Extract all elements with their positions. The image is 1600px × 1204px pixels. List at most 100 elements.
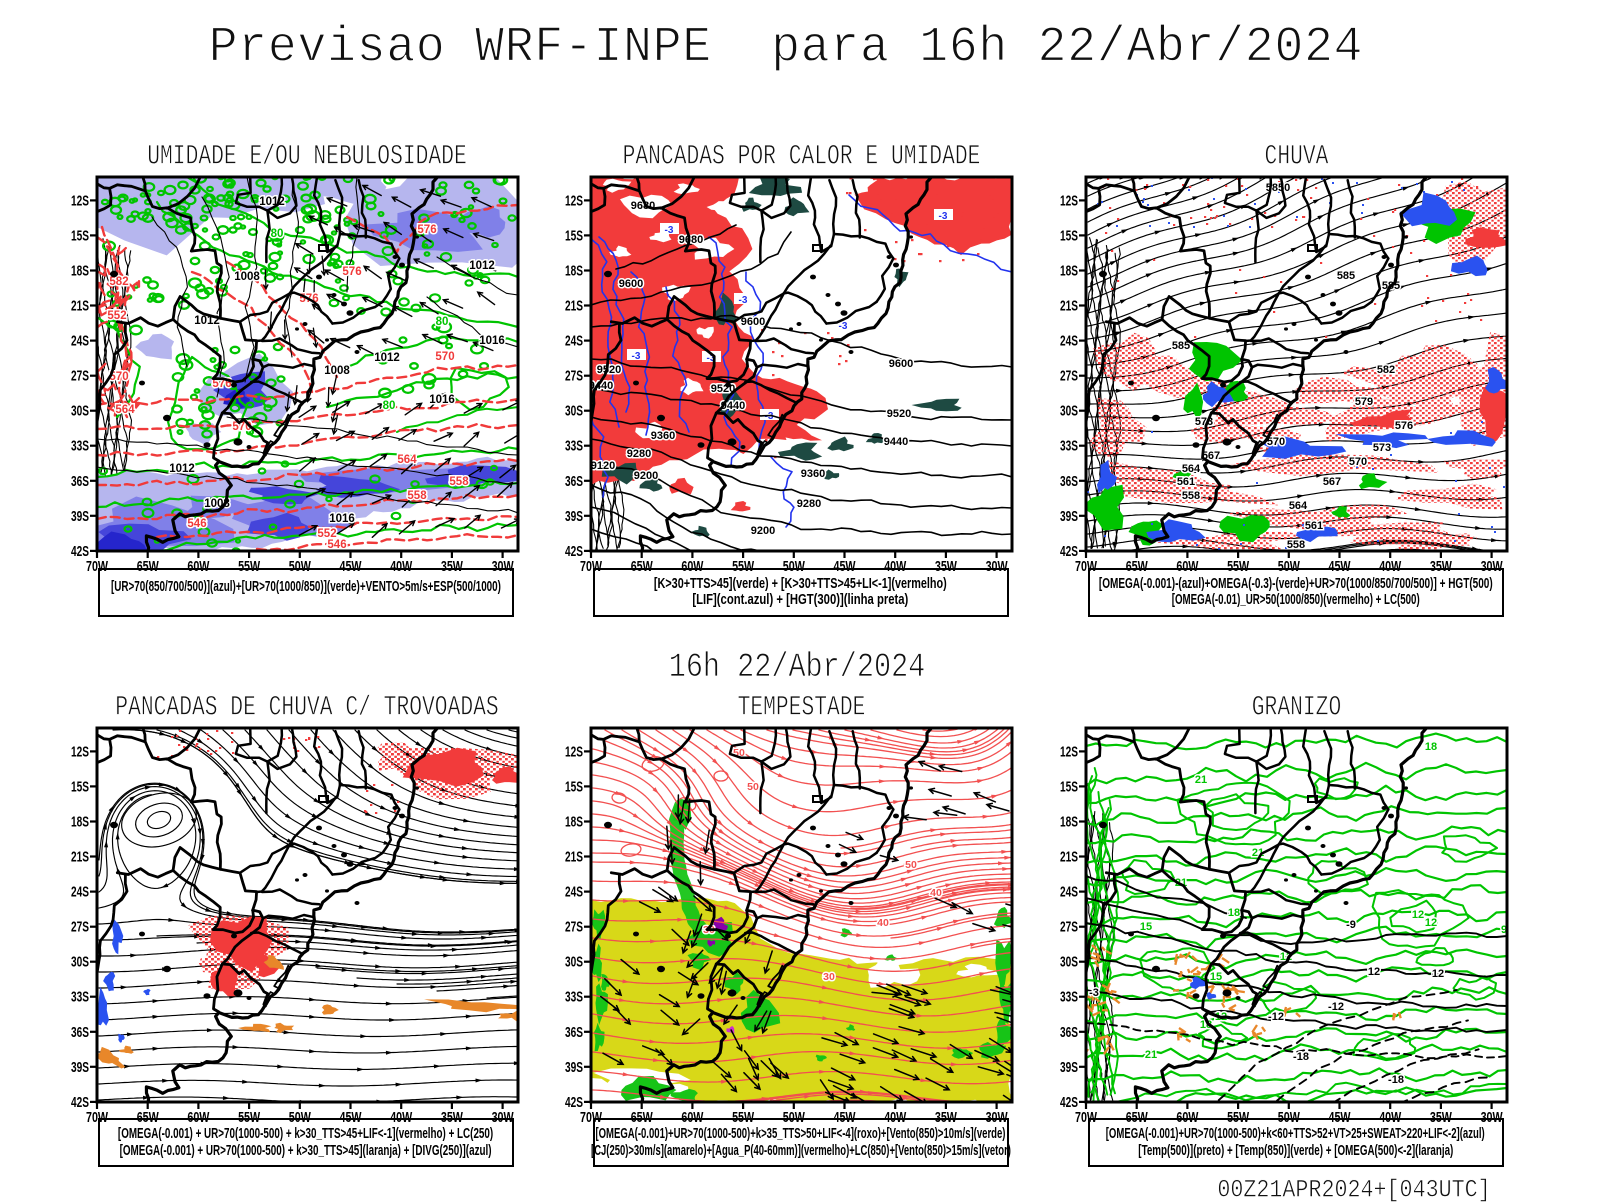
svg-text:9600: 9600 <box>889 358 913 370</box>
svg-text:30W: 30W <box>491 1110 513 1126</box>
svg-text:570: 570 <box>109 371 128 383</box>
svg-text:567: 567 <box>1323 476 1341 488</box>
svg-text:9120: 9120 <box>591 460 615 472</box>
svg-text:9680: 9680 <box>631 200 655 212</box>
svg-text:-3: -3 <box>939 211 948 222</box>
svg-text:21: 21 <box>1195 774 1207 786</box>
svg-text:21S: 21S <box>1060 849 1078 865</box>
svg-text:40: 40 <box>877 917 889 929</box>
svg-text:27S: 27S <box>1060 369 1078 385</box>
svg-text:30S: 30S <box>565 404 583 420</box>
svg-text:30S: 30S <box>71 954 89 970</box>
svg-text:33S: 33S <box>565 439 583 455</box>
svg-text:50: 50 <box>747 781 759 793</box>
svg-text:30W: 30W <box>1481 559 1503 575</box>
svg-text:-3: -3 <box>632 351 641 362</box>
svg-text:60W: 60W <box>681 559 703 575</box>
svg-text:30: 30 <box>823 971 835 983</box>
svg-text:27S: 27S <box>565 369 583 385</box>
svg-text:1012: 1012 <box>169 463 195 475</box>
svg-text:45W: 45W <box>339 559 361 575</box>
svg-text:36S: 36S <box>1060 1024 1078 1040</box>
svg-text:558: 558 <box>449 476 469 488</box>
svg-text:39S: 39S <box>565 509 583 525</box>
svg-text:576: 576 <box>342 266 361 278</box>
svg-text:-3: -3 <box>707 353 716 364</box>
svg-text:570: 570 <box>1349 456 1367 468</box>
svg-text:12S: 12S <box>71 744 89 760</box>
svg-text:55W: 55W <box>238 1110 260 1126</box>
svg-text:45W: 45W <box>834 559 856 575</box>
svg-text:42S: 42S <box>1060 544 1078 560</box>
svg-text:36S: 36S <box>71 474 89 490</box>
svg-text:-18: -18 <box>1388 1074 1404 1086</box>
svg-text:35W: 35W <box>1430 1110 1452 1126</box>
svg-text:-3: -3 <box>665 225 674 236</box>
svg-text:18S: 18S <box>71 264 89 280</box>
svg-text:9520: 9520 <box>597 364 621 376</box>
svg-text:40W: 40W <box>1379 1110 1401 1126</box>
svg-text:50W: 50W <box>1278 1110 1300 1126</box>
svg-text:1016: 1016 <box>479 335 505 347</box>
svg-text:9200: 9200 <box>751 525 775 537</box>
svg-text:582: 582 <box>1377 364 1395 376</box>
svg-text:70W: 70W <box>86 559 108 575</box>
svg-text:60W: 60W <box>187 1110 209 1126</box>
svg-text:12S: 12S <box>1060 744 1078 760</box>
svg-text:39S: 39S <box>71 1059 89 1075</box>
svg-text:80: 80 <box>270 228 283 240</box>
svg-text:70W: 70W <box>1075 559 1097 575</box>
svg-text:21: 21 <box>1145 1049 1157 1061</box>
svg-text:80: 80 <box>382 400 395 412</box>
svg-text:24S: 24S <box>71 334 89 350</box>
svg-text:552: 552 <box>107 310 126 322</box>
svg-text:9200: 9200 <box>634 470 658 482</box>
svg-text:45W: 45W <box>1329 1110 1351 1126</box>
svg-text:50W: 50W <box>783 559 805 575</box>
svg-text:42S: 42S <box>71 1094 89 1110</box>
svg-text:9: 9 <box>1501 924 1507 936</box>
svg-text:60W: 60W <box>1176 1110 1198 1126</box>
svg-text:40W: 40W <box>884 1110 906 1126</box>
svg-text:-3: -3 <box>739 295 748 306</box>
svg-text:21S: 21S <box>71 849 89 865</box>
svg-text:12: 12 <box>1425 917 1437 929</box>
svg-text:12S: 12S <box>565 193 583 209</box>
svg-text:1012: 1012 <box>469 260 495 272</box>
svg-text:9600: 9600 <box>619 278 643 290</box>
svg-text:585: 585 <box>1337 270 1355 282</box>
svg-text:21S: 21S <box>1060 299 1078 315</box>
svg-text:36S: 36S <box>565 1024 583 1040</box>
svg-text:21S: 21S <box>71 299 89 315</box>
svg-text:585: 585 <box>1172 340 1190 352</box>
svg-text:30S: 30S <box>1060 954 1078 970</box>
svg-text:60W: 60W <box>681 1110 703 1126</box>
svg-text:35W: 35W <box>1430 559 1452 575</box>
svg-text:15: 15 <box>1210 971 1222 983</box>
svg-text:15S: 15S <box>565 779 583 795</box>
svg-text:36S: 36S <box>1060 474 1078 490</box>
svg-text:45W: 45W <box>1329 559 1351 575</box>
svg-text:-12: -12 <box>1268 1011 1284 1023</box>
svg-text:-12: -12 <box>1328 1001 1344 1013</box>
svg-text:561: 561 <box>1177 476 1195 488</box>
svg-text:40W: 40W <box>1379 559 1401 575</box>
svg-text:39S: 39S <box>1060 509 1078 525</box>
svg-text:1016: 1016 <box>329 513 355 525</box>
svg-text:65W: 65W <box>136 559 158 575</box>
svg-text:24S: 24S <box>1060 334 1078 350</box>
svg-text:60W: 60W <box>187 559 209 575</box>
svg-text:15S: 15S <box>71 779 89 795</box>
svg-text:55W: 55W <box>732 559 754 575</box>
svg-text:33S: 33S <box>1060 989 1078 1005</box>
svg-text:42S: 42S <box>71 544 89 560</box>
svg-text:39S: 39S <box>1060 1059 1078 1075</box>
svg-text:558: 558 <box>1182 490 1200 502</box>
svg-text:55W: 55W <box>238 559 260 575</box>
svg-text:30W: 30W <box>1481 1110 1503 1126</box>
svg-text:18S: 18S <box>565 814 583 830</box>
svg-text:570: 570 <box>1267 436 1285 448</box>
svg-text:12S: 12S <box>565 744 583 760</box>
svg-text:30W: 30W <box>491 559 513 575</box>
svg-text:45W: 45W <box>834 1110 856 1126</box>
